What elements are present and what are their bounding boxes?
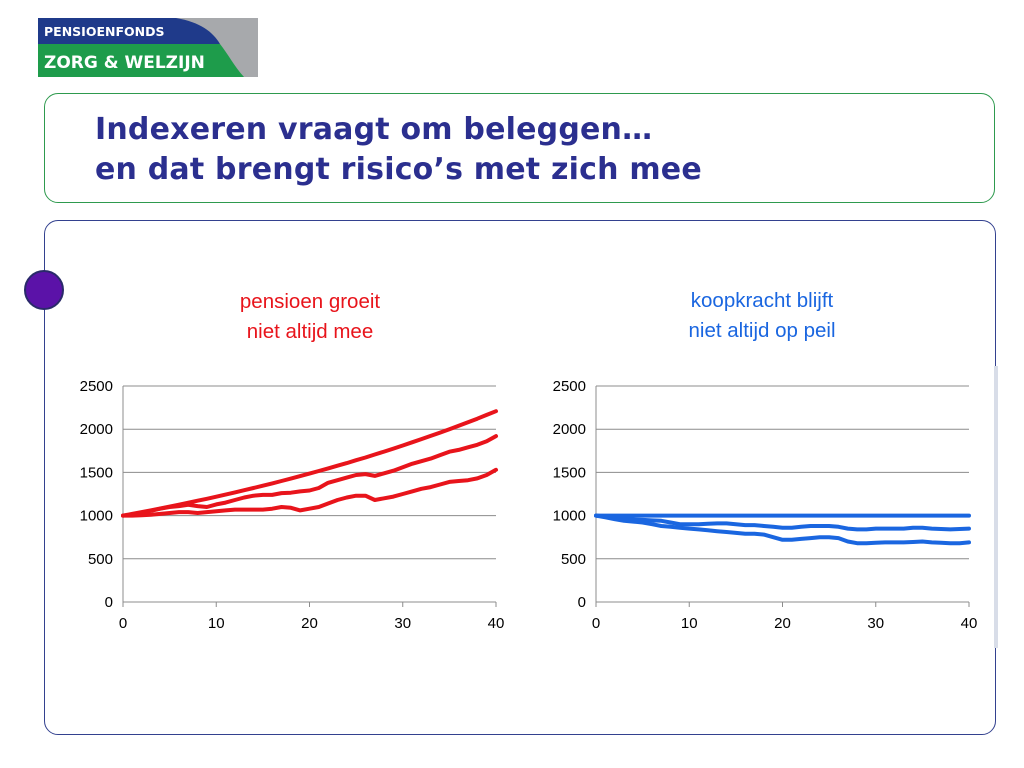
right-series-line-2 — [594, 513, 971, 532]
right-chart-title-line1: koopkracht blijft — [690, 289, 834, 312]
purple-bullet-icon — [24, 270, 64, 310]
left-y-tick-label: 500 — [88, 551, 113, 568]
right-x-tick-label: 40 — [961, 615, 978, 632]
left-series-line-2 — [121, 434, 498, 518]
logo-line1: PENSIOENFONDS — [44, 24, 164, 39]
right-y-tick-label: 1000 — [553, 508, 586, 525]
right-x-tick-label: 20 — [774, 615, 791, 632]
right-x-tick-label: 30 — [867, 615, 884, 632]
left-x-tick-label: 30 — [394, 615, 411, 632]
left-y-tick-label: 1000 — [80, 508, 113, 525]
right-y-tick-label: 1500 — [553, 464, 586, 481]
left-x-tick-label: 20 — [301, 615, 318, 632]
right-y-tick-label: 2500 — [553, 378, 586, 395]
left-chart-title-line2: niet altijd mee — [246, 320, 374, 343]
left-chart-title-line1: pensioen groeit — [239, 290, 381, 313]
right-x-tick-label: 0 — [592, 615, 600, 632]
left-y-tick-label: 2000 — [80, 421, 113, 438]
left-y-tick-label: 1500 — [80, 464, 113, 481]
logo-line2: ZORG & WELZIJN — [44, 53, 205, 73]
left-y-tick-label: 0 — [105, 594, 113, 611]
left-x-tick-label: 0 — [119, 615, 127, 632]
left-y-tick-label: 2500 — [80, 378, 113, 395]
right-series-line-3 — [594, 513, 971, 546]
logo-navy-band — [38, 18, 220, 44]
right-edge-strip — [994, 366, 998, 648]
right-x-tick-label: 10 — [681, 615, 698, 632]
slide-title-line2: en dat brengt risico’s met zich mee — [95, 152, 702, 187]
slide-title-line1: Indexeren vraagt om beleggen… — [95, 112, 653, 147]
right-y-tick-label: 500 — [561, 551, 586, 568]
left-x-tick-label: 40 — [488, 615, 505, 632]
logo-graphic: PENSIOENFONDS ZORG & WELZIJN — [38, 18, 258, 77]
right-chart-title: koopkracht blijft niet altijd op peil — [612, 286, 912, 346]
left-chart-title: pensioen groeit niet altijd mee — [160, 287, 460, 347]
content-panel — [44, 220, 996, 735]
title-box: Indexeren vraagt om beleggen… en dat bre… — [44, 93, 995, 203]
left-series-line-3 — [121, 467, 498, 518]
logo-green-band — [38, 44, 244, 77]
right-chart-title-line2: niet altijd op peil — [688, 319, 836, 342]
left-x-tick-label: 10 — [208, 615, 225, 632]
right-y-tick-label: 0 — [578, 594, 586, 611]
logo: PENSIOENFONDS ZORG & WELZIJN — [38, 18, 258, 77]
right-y-tick-label: 2000 — [553, 421, 586, 438]
